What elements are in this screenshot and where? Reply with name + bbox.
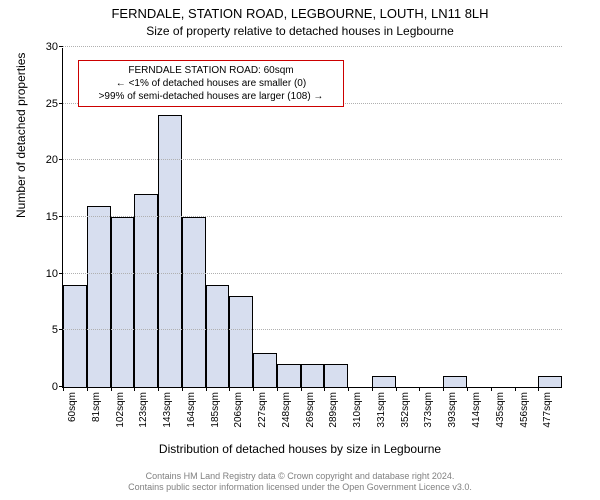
xtick-label: 248sqm — [281, 392, 292, 428]
ytick-label: 20 — [46, 154, 63, 166]
histogram-bar — [63, 285, 87, 387]
xtick-mark — [372, 387, 373, 391]
xtick-label: 164sqm — [186, 392, 197, 428]
annotation-line: >99% of semi-detached houses are larger … — [85, 90, 337, 103]
histogram-bar — [324, 364, 348, 387]
xtick-label: 373sqm — [423, 392, 434, 428]
ytick-mark — [59, 159, 63, 160]
ytick-mark — [59, 329, 63, 330]
bar-slot: 352sqm — [396, 48, 420, 387]
footer-text: Contains HM Land Registry data © Crown c… — [0, 471, 600, 494]
ytick-label: 5 — [52, 324, 63, 336]
gridline — [63, 46, 562, 47]
xtick-mark — [158, 387, 159, 391]
bar-slot: 393sqm — [443, 48, 467, 387]
xtick-mark — [206, 387, 207, 391]
histogram-bar — [87, 206, 111, 387]
histogram-bar — [158, 115, 182, 387]
xtick-mark — [538, 387, 539, 391]
chart-title-sub: Size of property relative to detached ho… — [0, 24, 600, 38]
xtick-label: 206sqm — [233, 392, 244, 428]
xtick-mark — [419, 387, 420, 391]
histogram-bar — [229, 296, 253, 387]
xtick-mark — [396, 387, 397, 391]
gridline — [63, 159, 562, 160]
ytick-mark — [59, 103, 63, 104]
xtick-mark — [515, 387, 516, 391]
xtick-mark — [182, 387, 183, 391]
ytick-label: 15 — [46, 211, 63, 223]
histogram-bar — [277, 364, 301, 387]
xtick-label: 477sqm — [542, 392, 553, 428]
footer-line-1: Contains HM Land Registry data © Crown c… — [0, 471, 600, 483]
xtick-label: 227sqm — [257, 392, 268, 428]
xtick-mark — [253, 387, 254, 391]
xtick-mark — [63, 387, 64, 391]
xtick-mark — [443, 387, 444, 391]
xtick-label: 143sqm — [162, 392, 173, 428]
gridline — [63, 216, 562, 217]
xtick-label: 289sqm — [328, 392, 339, 428]
xtick-mark — [229, 387, 230, 391]
xtick-label: 60sqm — [67, 392, 78, 422]
histogram-bar — [301, 364, 325, 387]
xtick-mark — [87, 387, 88, 391]
xtick-label: 310sqm — [352, 392, 363, 428]
xtick-mark — [467, 387, 468, 391]
ytick-label: 10 — [46, 268, 63, 280]
xtick-label: 435sqm — [495, 392, 506, 428]
xtick-label: 269sqm — [305, 392, 316, 428]
bar-slot: 477sqm — [538, 48, 562, 387]
histogram-bar — [372, 376, 396, 387]
ytick-mark — [59, 216, 63, 217]
chart-title-main: FERNDALE, STATION ROAD, LEGBOURNE, LOUTH… — [0, 6, 600, 21]
xtick-label: 102sqm — [115, 392, 126, 428]
xtick-mark — [491, 387, 492, 391]
xtick-mark — [301, 387, 302, 391]
xtick-label: 81sqm — [91, 392, 102, 422]
xtick-label: 393sqm — [447, 392, 458, 428]
chart-container: FERNDALE, STATION ROAD, LEGBOURNE, LOUTH… — [0, 0, 600, 500]
footer-line-2: Contains public sector information licen… — [0, 482, 600, 494]
histogram-bar — [134, 194, 158, 387]
xtick-label: 456sqm — [519, 392, 530, 428]
bar-slot: 331sqm — [372, 48, 396, 387]
gridline — [63, 329, 562, 330]
gridline — [63, 273, 562, 274]
annotation-box: FERNDALE STATION ROAD: 60sqm← <1% of det… — [78, 60, 344, 107]
ytick-label: 30 — [46, 41, 63, 53]
annotation-line: ← <1% of detached houses are smaller (0) — [85, 77, 337, 90]
bar-slot: 435sqm — [491, 48, 515, 387]
bar-slot: 373sqm — [419, 48, 443, 387]
xtick-label: 414sqm — [471, 392, 482, 428]
histogram-bar — [538, 376, 562, 387]
xtick-mark — [324, 387, 325, 391]
xtick-mark — [134, 387, 135, 391]
ytick-label: 25 — [46, 98, 63, 110]
xtick-label: 123sqm — [138, 392, 149, 428]
histogram-bar — [443, 376, 467, 387]
xtick-label: 331sqm — [376, 392, 387, 428]
ytick-mark — [59, 273, 63, 274]
ytick-mark — [59, 386, 63, 387]
bar-slot: 414sqm — [467, 48, 491, 387]
xtick-mark — [348, 387, 349, 391]
annotation-line: FERNDALE STATION ROAD: 60sqm — [85, 64, 337, 77]
xtick-label: 352sqm — [400, 392, 411, 428]
y-axis-label: Number of detached properties — [14, 53, 28, 218]
xtick-mark — [277, 387, 278, 391]
xtick-mark — [111, 387, 112, 391]
bar-slot: 310sqm — [348, 48, 372, 387]
xtick-label: 185sqm — [210, 392, 221, 428]
bar-slot: 456sqm — [515, 48, 539, 387]
ytick-label: 0 — [52, 381, 63, 393]
histogram-bar — [206, 285, 230, 387]
histogram-bar — [182, 217, 206, 387]
histogram-bar — [111, 217, 135, 387]
x-axis-label: Distribution of detached houses by size … — [0, 442, 600, 456]
ytick-mark — [59, 46, 63, 47]
histogram-bar — [253, 353, 277, 387]
